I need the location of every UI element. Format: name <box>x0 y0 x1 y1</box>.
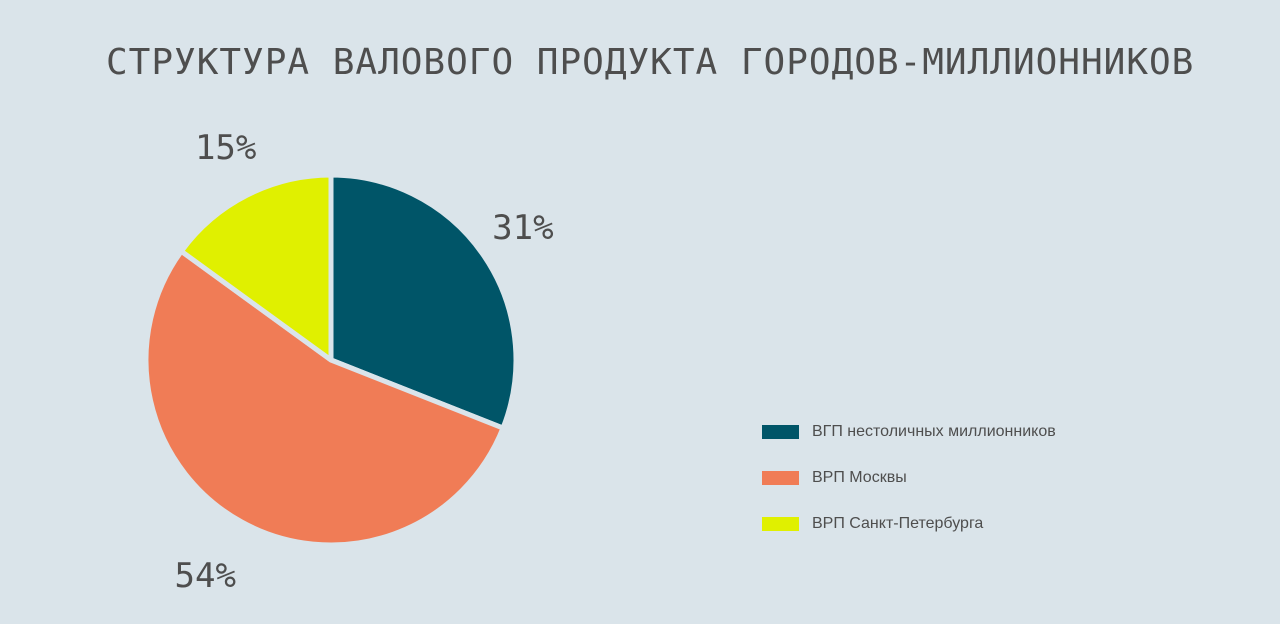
pie-slice-moscow <box>143 248 506 548</box>
legend-label-nonmetro: ВГП нестоличных миллионников <box>812 423 1056 440</box>
legend-item-spb: ВРП Санкт-Петербурга <box>762 512 1056 536</box>
pie-chart: 31% 54% 15% <box>143 128 554 596</box>
legend-item-nonmetro: ВГП нестоличных миллионников <box>762 420 1056 444</box>
pie-value-label-moscow: 54% <box>175 556 236 596</box>
legend-label-moscow: ВРП Москвы <box>812 469 907 486</box>
pie-slice-spb <box>178 172 334 363</box>
pie-value-label-spb: 15% <box>195 128 256 168</box>
legend-swatch-moscow <box>762 471 799 485</box>
legend-label-spb: ВРП Санкт-Петербурга <box>812 515 984 532</box>
pie-value-labels: 31% 54% 15% <box>175 128 554 596</box>
pie-value-label-nonmetro: 31% <box>492 208 553 248</box>
legend-swatch-spb <box>762 517 799 531</box>
legend-item-moscow: ВРП Москвы <box>762 466 1056 490</box>
pie-slices <box>143 172 519 548</box>
legend-swatch-nonmetro <box>762 425 799 439</box>
pie-slice-nonmetro <box>328 172 519 431</box>
chart-title: СТРУКТУРА ВАЛОВОГО ПРОДУКТА ГОРОДОВ-МИЛЛ… <box>106 42 1195 83</box>
legend: ВГП нестоличных миллионников ВРП Москвы … <box>762 420 1056 558</box>
